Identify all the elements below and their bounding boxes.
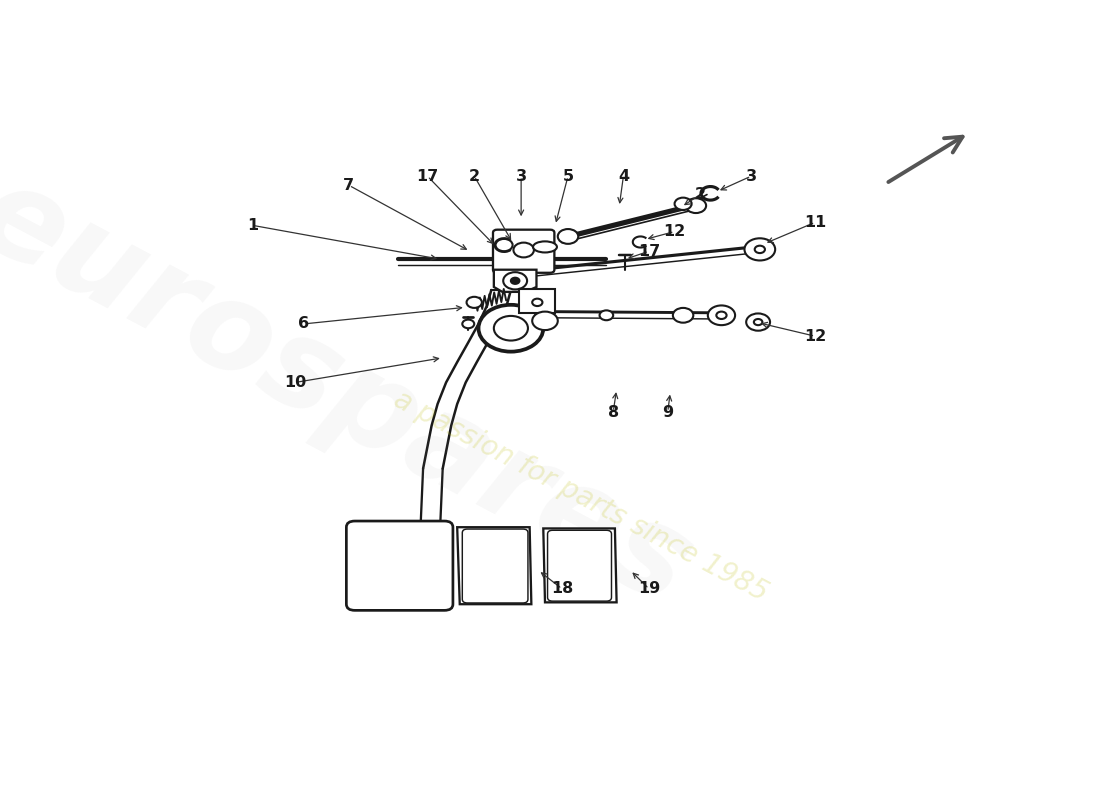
Circle shape [674, 198, 692, 210]
Text: 12: 12 [663, 224, 685, 239]
Text: eurospares: eurospares [0, 153, 711, 630]
Text: 2: 2 [694, 187, 706, 202]
Circle shape [494, 316, 528, 341]
Circle shape [466, 297, 482, 308]
Circle shape [510, 278, 519, 284]
Circle shape [745, 238, 776, 261]
Circle shape [462, 320, 474, 328]
Polygon shape [543, 529, 617, 602]
Text: 3: 3 [746, 169, 757, 183]
Text: a passion for parts since 1985: a passion for parts since 1985 [389, 386, 772, 607]
Text: 10: 10 [284, 375, 306, 390]
Circle shape [707, 306, 735, 325]
Circle shape [532, 311, 558, 330]
Text: 11: 11 [804, 214, 826, 230]
Ellipse shape [534, 242, 557, 253]
Text: 9: 9 [662, 405, 673, 419]
Text: 17: 17 [638, 244, 660, 258]
Text: 19: 19 [638, 582, 660, 596]
Circle shape [685, 198, 706, 213]
Text: 8: 8 [607, 405, 619, 419]
Circle shape [600, 310, 613, 320]
Circle shape [514, 242, 534, 258]
FancyBboxPatch shape [548, 530, 612, 601]
Circle shape [716, 311, 727, 319]
Circle shape [754, 319, 762, 325]
Text: 2: 2 [469, 169, 480, 183]
Circle shape [673, 308, 693, 322]
Text: 7: 7 [343, 178, 354, 193]
Circle shape [558, 229, 579, 244]
FancyBboxPatch shape [346, 521, 453, 610]
FancyBboxPatch shape [493, 230, 554, 273]
Polygon shape [458, 527, 531, 604]
Polygon shape [494, 270, 537, 292]
Text: 6: 6 [298, 317, 309, 331]
Circle shape [532, 298, 542, 306]
Circle shape [755, 246, 764, 253]
Text: 3: 3 [516, 169, 527, 183]
Circle shape [503, 272, 527, 290]
Text: 5: 5 [562, 169, 573, 183]
FancyBboxPatch shape [519, 290, 556, 313]
Text: 1: 1 [248, 218, 258, 233]
Text: 4: 4 [618, 169, 629, 183]
Circle shape [746, 314, 770, 330]
Text: 18: 18 [551, 582, 573, 596]
Text: 12: 12 [804, 329, 826, 344]
FancyBboxPatch shape [462, 529, 528, 603]
Circle shape [495, 239, 513, 251]
Text: 17: 17 [416, 169, 439, 183]
Circle shape [478, 305, 543, 352]
